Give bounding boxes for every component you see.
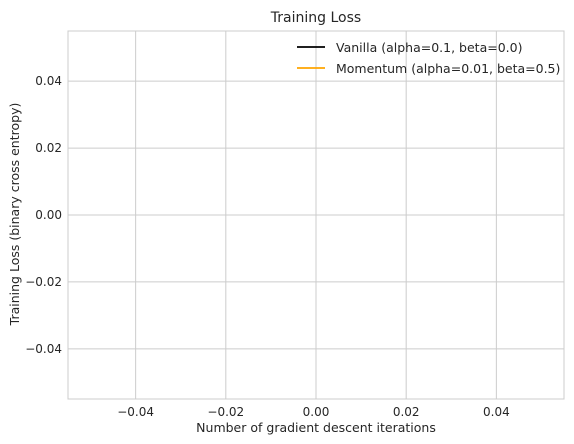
- y-tick-label: 0.00: [35, 208, 62, 222]
- x-tick-label: 0.02: [393, 405, 420, 419]
- legend: Vanilla (alpha=0.1, beta=0.0) Momentum (…: [297, 40, 560, 76]
- x-tick-label: −0.04: [117, 405, 154, 419]
- x-axis-title: Number of gradient descent iterations: [196, 420, 436, 435]
- x-tick-label: 0.04: [483, 405, 510, 419]
- y-axis-title: Training Loss (binary cross entropy): [7, 103, 22, 327]
- y-tick-label: −0.04: [25, 342, 62, 356]
- legend-label-momentum: Momentum (alpha=0.01, beta=0.5): [336, 61, 560, 76]
- y-tick-label: 0.04: [35, 74, 62, 88]
- y-axis-ticks: −0.04 −0.02 0.00 0.02 0.04: [25, 74, 62, 356]
- y-tick-label: 0.02: [35, 141, 62, 155]
- x-tick-label: −0.02: [207, 405, 244, 419]
- plot-area-frame: [67, 30, 565, 400]
- x-tick-label: 0.00: [303, 405, 330, 419]
- chart-title: Training Loss: [270, 10, 361, 26]
- x-axis-ticks: −0.04 −0.02 0.00 0.02 0.04: [117, 405, 509, 419]
- grid-lines: [68, 31, 564, 399]
- legend-label-vanilla: Vanilla (alpha=0.1, beta=0.0): [336, 40, 522, 55]
- y-tick-label: −0.02: [25, 275, 62, 289]
